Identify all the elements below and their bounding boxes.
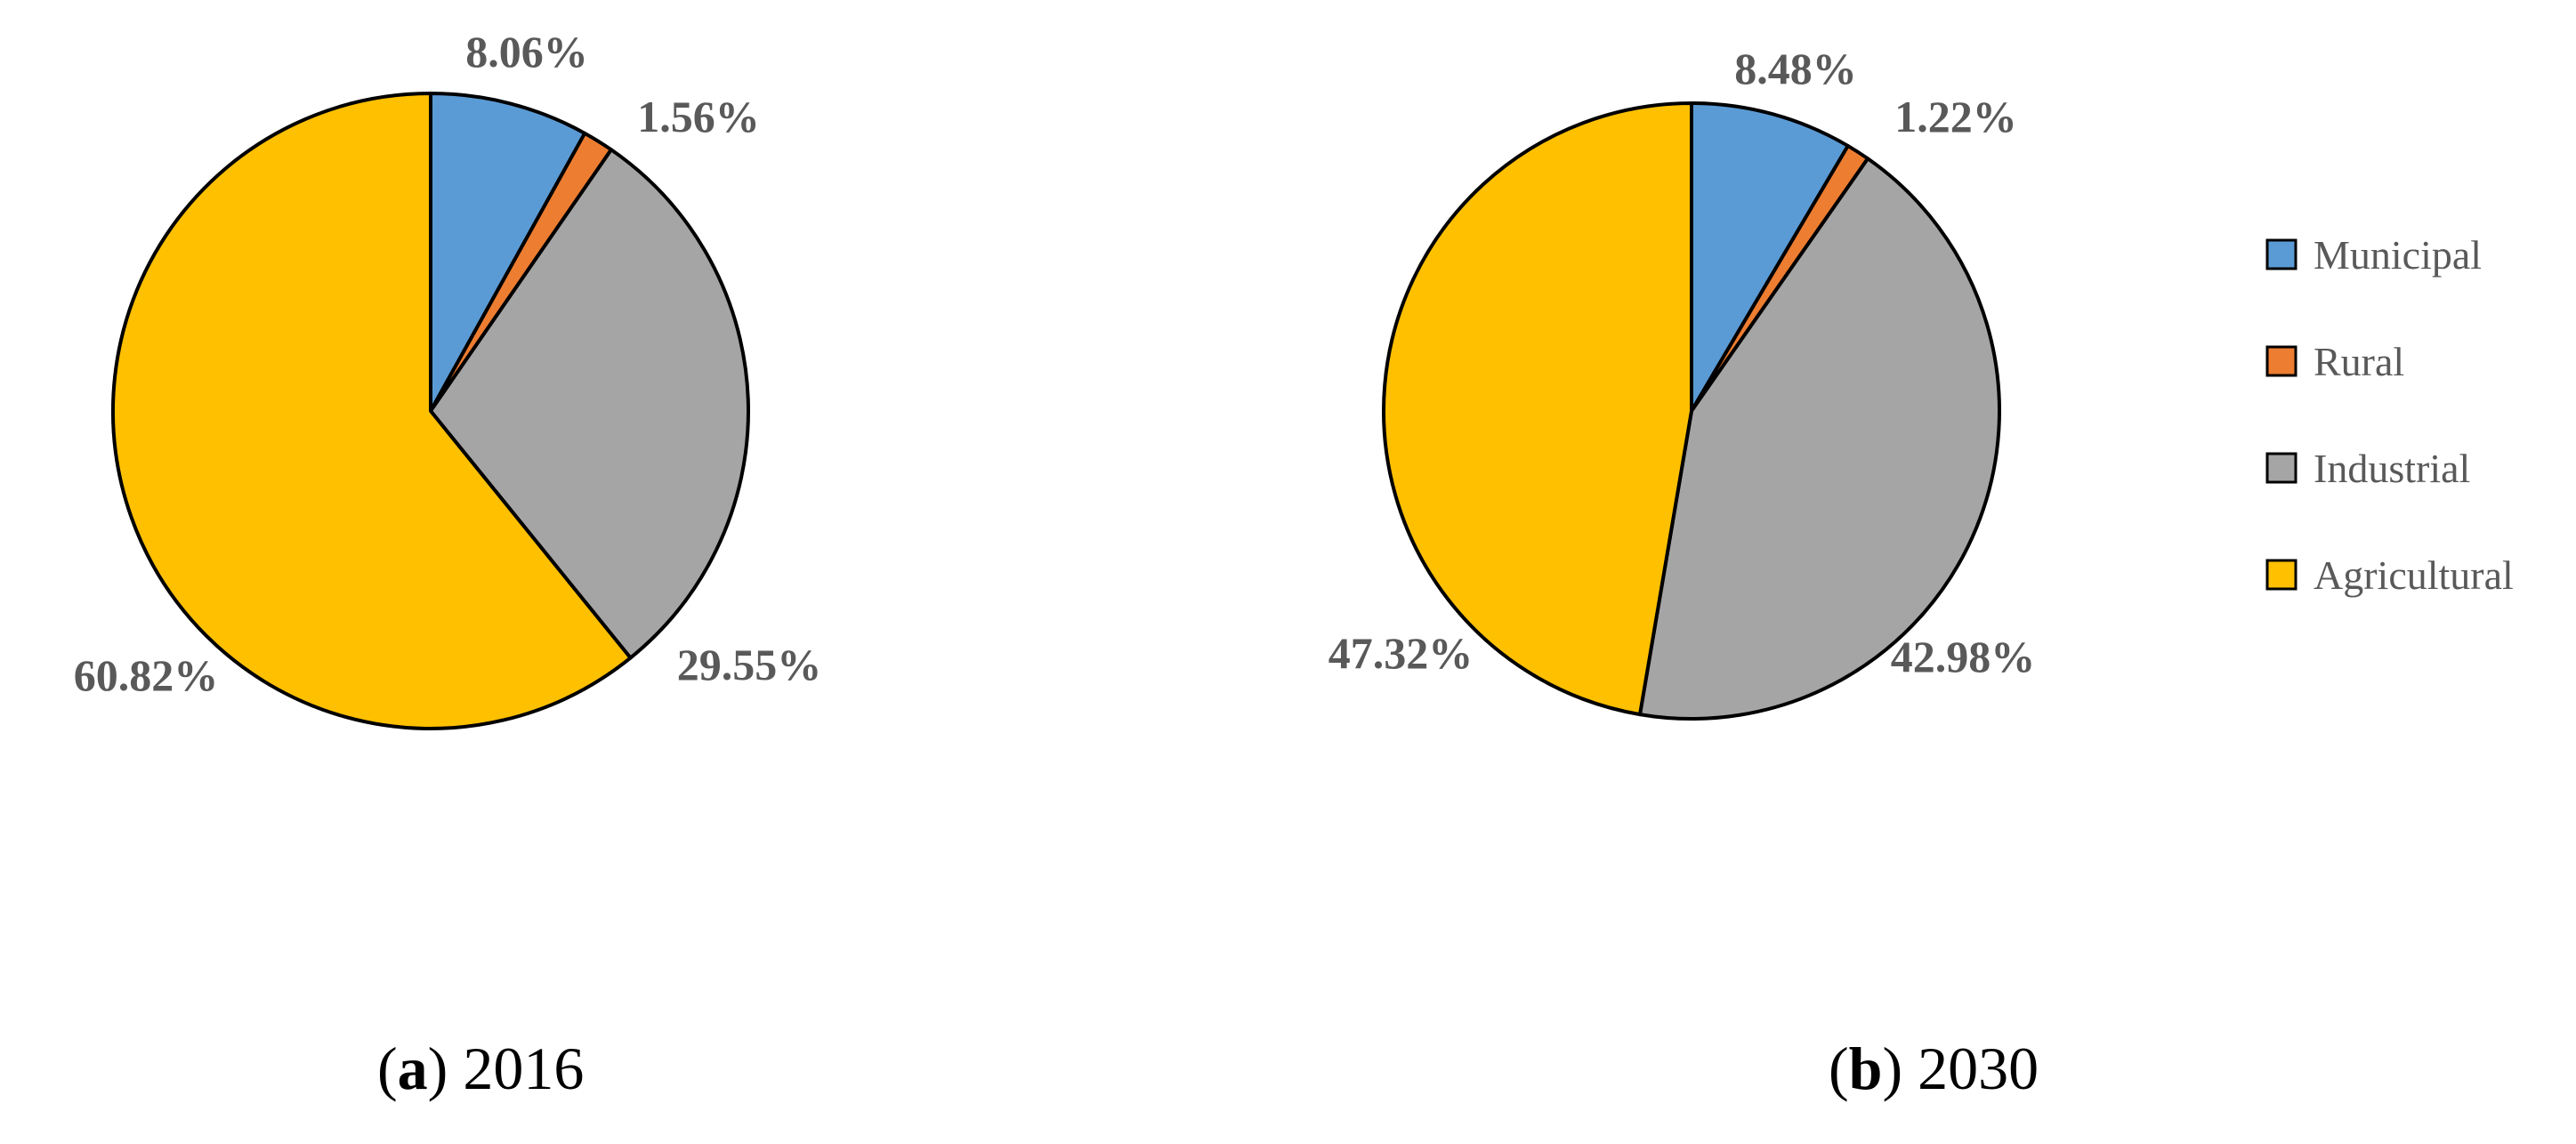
caption-2016: (a) 2016 — [377, 1035, 585, 1102]
legend-item-industrial: Industrial — [2265, 446, 2470, 491]
legend-label-agricultural: Agricultural — [2314, 552, 2514, 598]
legend-swatch-municipal — [2265, 238, 2297, 270]
caption-year-2016: 2016 — [463, 1035, 585, 1102]
pie-slice-industrial-2030 — [1638, 157, 2001, 721]
data-label-rural-2016: 1.56% — [637, 92, 760, 141]
pie-slice-agricultural-2016 — [111, 92, 633, 730]
legend-label-municipal: Municipal — [2314, 232, 2482, 278]
legend-label-rural: Rural — [2314, 339, 2404, 384]
legend-item-agricultural: Agricultural — [2265, 552, 2514, 598]
caption-year-2030: 2030 — [1918, 1035, 2039, 1102]
pie-chart-2016: 8.06% 1.56% 29.55% 60.82% — [74, 27, 822, 730]
pie-slice-agricultural-2030 — [1382, 101, 1693, 717]
legend: Municipal Rural Industrial Agricultural — [2265, 232, 2514, 598]
data-label-agricultural-2030: 47.32% — [1328, 628, 1474, 678]
data-label-agricultural-2016: 60.82% — [74, 650, 219, 700]
caption-letter-b: b — [1848, 1035, 1883, 1102]
pie-slice-municipal-2016 — [429, 92, 587, 413]
data-label-industrial-2016: 29.55% — [677, 640, 822, 689]
caption-letter-a: a — [397, 1035, 428, 1102]
data-label-rural-2030: 1.22% — [1894, 92, 2017, 141]
legend-item-municipal: Municipal — [2265, 232, 2482, 278]
legend-swatch-agricultural — [2265, 559, 2297, 591]
data-label-industrial-2030: 42.98% — [1891, 632, 2036, 681]
data-label-municipal-2030: 8.48% — [1734, 44, 1857, 93]
pie-chart-2030: 8.48% 1.22% 42.98% 47.32% — [1328, 44, 2036, 721]
legend-item-rural: Rural — [2265, 339, 2404, 384]
legend-label-industrial: Industrial — [2314, 446, 2470, 491]
legend-swatch-industrial — [2265, 452, 2297, 484]
data-label-municipal-2016: 8.06% — [465, 27, 588, 77]
pie-slice-municipal-2030 — [1690, 101, 1850, 413]
caption-2030: (b) 2030 — [1829, 1035, 2039, 1102]
pie-slice-industrial-2016 — [429, 148, 750, 660]
legend-swatch-rural — [2265, 345, 2297, 377]
